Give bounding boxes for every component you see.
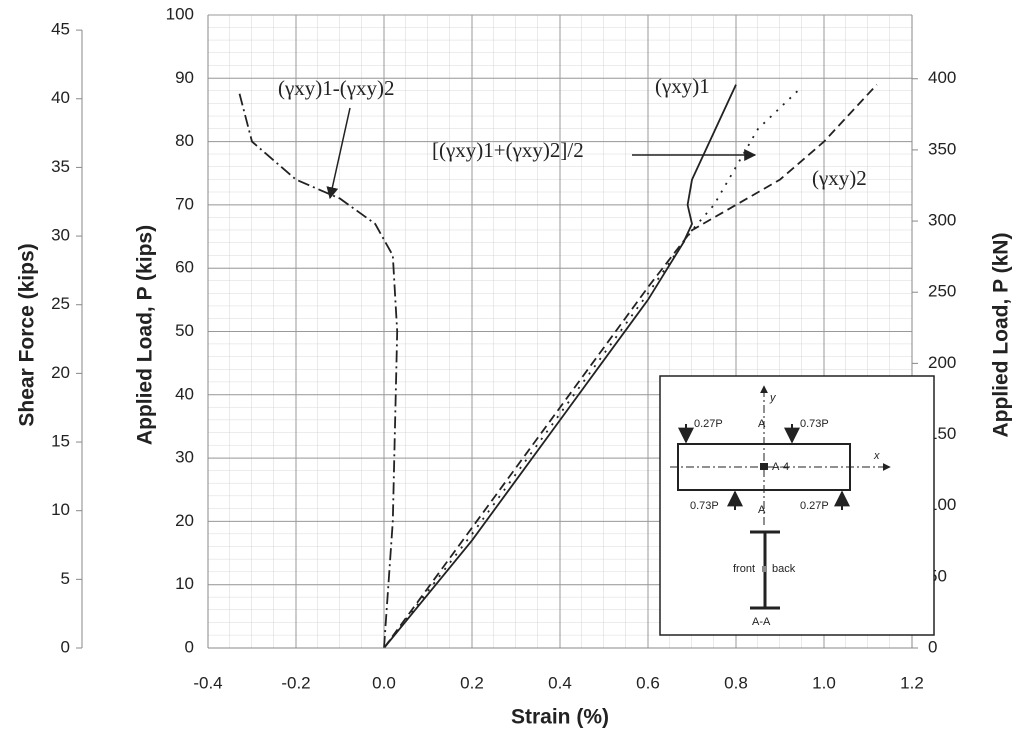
y-tick-label: 90 — [175, 68, 194, 87]
y2-tick-label: 400 — [928, 68, 956, 87]
annotation: (γxy)1-(γxy)2 — [278, 76, 395, 100]
y-tick-label: 60 — [175, 258, 194, 277]
x-tick-label: 0.6 — [636, 673, 660, 692]
y-tick-label: 80 — [175, 131, 194, 150]
inset-label: A — [758, 504, 766, 516]
y2-title: Applied Load, P (kN) — [990, 233, 1013, 438]
y3-tick-label: 15 — [51, 432, 70, 451]
y3-tick-label: 30 — [51, 226, 70, 245]
y-tick-label: 10 — [175, 574, 194, 593]
y2-tick-label: 0 — [928, 637, 937, 656]
y-tick-label: 30 — [175, 448, 194, 467]
x-tick-label: 1.0 — [812, 673, 836, 692]
y3-tick-label: 5 — [61, 569, 70, 588]
inset-label: 0.27P — [800, 500, 829, 512]
inset-label: y — [769, 392, 777, 404]
y2-tick-label: 150 — [928, 424, 956, 443]
x-tick-label: 0.8 — [724, 673, 748, 692]
y-title: Applied Load, P (kips) — [134, 225, 157, 445]
inset-label: 0.27P — [694, 418, 723, 430]
gauge — [760, 463, 768, 470]
annotation: (γxy)1 — [655, 74, 710, 98]
y2-tick-label: 300 — [928, 211, 956, 230]
y-tick-label: 50 — [175, 321, 194, 340]
x-tick-label: -0.2 — [281, 673, 310, 692]
section-gauge — [762, 566, 767, 572]
x-tick-label: 0.4 — [548, 673, 572, 692]
annotation: (γxy)2 — [812, 166, 867, 190]
y2-tick-label: 250 — [928, 282, 956, 301]
y3-tick-label: 0 — [61, 637, 70, 656]
x-tick-label: 0.2 — [460, 673, 484, 692]
y2-tick-label: 200 — [928, 353, 956, 372]
x-title: Strain (%) — [511, 706, 609, 729]
inset: 0.27P 0.73P A y x A-4 0.73P A 0.27P fron… — [659, 375, 935, 636]
data-line — [383, 84, 737, 649]
y-tick-label: 100 — [166, 4, 194, 23]
inset-label: A — [758, 418, 766, 430]
y-tick-label: 20 — [175, 511, 194, 530]
y3-tick-label: 40 — [51, 88, 70, 107]
y-tick-label: 0 — [185, 637, 194, 656]
inset-label: A-A — [752, 616, 771, 628]
inset-frame — [659, 375, 935, 636]
y3-tick-label: 20 — [51, 363, 70, 382]
annotation-arrow — [326, 107, 351, 200]
x-tick-label: 0.0 — [372, 673, 396, 692]
inset-label: A-4 — [772, 461, 789, 473]
data-line — [383, 83, 878, 649]
y3-tick-label: 10 — [51, 500, 70, 519]
x-tick-label: 1.2 — [900, 673, 924, 692]
inset-label: back — [772, 563, 796, 575]
y3-title: Shear Force (kips) — [16, 243, 39, 426]
x-tick-label: -0.4 — [193, 673, 222, 692]
annotation: [(γxy)1+(γxy)2]/2 — [432, 138, 584, 162]
inset-label: 0.73P — [800, 418, 829, 430]
inset-label: 0.73P — [690, 500, 719, 512]
y-tick-label: 40 — [175, 384, 194, 403]
y2-tick-label: 100 — [928, 495, 956, 514]
y3-tick-label: 35 — [51, 157, 70, 176]
y3-tick-label: 25 — [51, 294, 70, 313]
y-tick-label: 70 — [175, 194, 194, 213]
inset-label: x — [873, 450, 880, 462]
inset-label: front — [733, 563, 755, 575]
y3-tick-label: 45 — [51, 20, 70, 39]
data-line — [237, 90, 399, 649]
y2-tick-label: 350 — [928, 139, 956, 158]
